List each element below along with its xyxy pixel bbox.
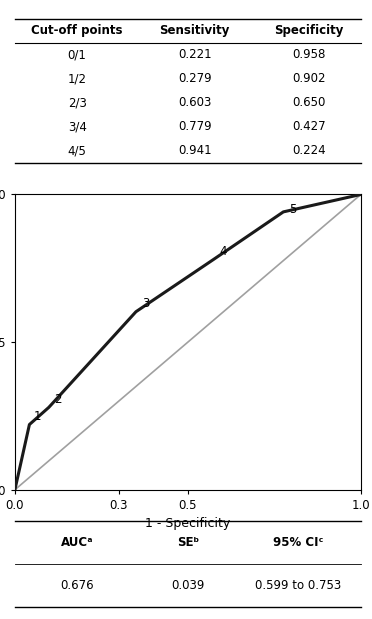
Text: 2: 2 [54, 393, 61, 406]
Text: AUCᵃ: AUCᵃ [61, 536, 93, 549]
Text: 0.779: 0.779 [178, 120, 212, 133]
Text: Specificity: Specificity [274, 24, 344, 37]
Text: 5: 5 [289, 203, 297, 216]
Text: 0.676: 0.676 [60, 579, 94, 592]
Text: 0.603: 0.603 [178, 97, 211, 110]
Text: Sensitivity: Sensitivity [160, 24, 230, 37]
Text: 0.427: 0.427 [292, 120, 326, 133]
Text: 2/3: 2/3 [68, 97, 87, 110]
Text: 3: 3 [142, 297, 150, 310]
Text: Cut-off points: Cut-off points [31, 24, 123, 37]
Text: 4: 4 [219, 245, 227, 258]
Text: 0.941: 0.941 [178, 144, 212, 157]
Text: 0.224: 0.224 [292, 144, 326, 157]
Text: 0.279: 0.279 [178, 72, 212, 85]
Text: 0.650: 0.650 [292, 97, 326, 110]
Text: SEᵇ: SEᵇ [177, 536, 199, 549]
Text: 0.599 to 0.753: 0.599 to 0.753 [256, 579, 342, 592]
Text: 0.958: 0.958 [292, 48, 326, 61]
Text: 1/2: 1/2 [68, 72, 87, 85]
Text: 1: 1 [33, 410, 41, 423]
Text: 4/5: 4/5 [68, 144, 87, 157]
X-axis label: 1 - Specificity: 1 - Specificity [145, 517, 231, 530]
Text: 0/1: 0/1 [68, 48, 87, 61]
Text: 3/4: 3/4 [68, 120, 87, 133]
Text: 0.902: 0.902 [292, 72, 326, 85]
Text: 95% CIᶜ: 95% CIᶜ [273, 536, 324, 549]
Text: 0.221: 0.221 [178, 48, 212, 61]
Text: 0.039: 0.039 [171, 579, 205, 592]
